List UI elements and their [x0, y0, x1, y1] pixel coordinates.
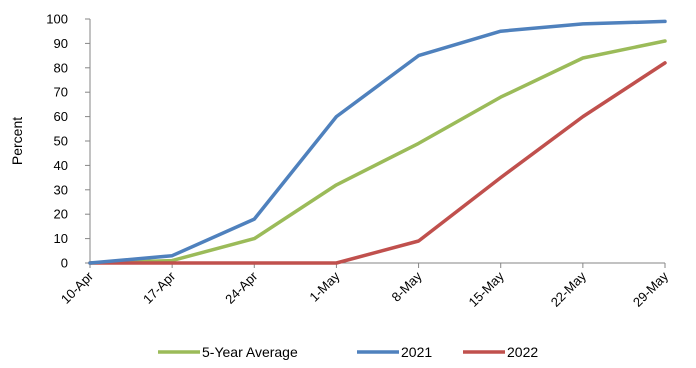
- legend-label: 5-Year Average: [202, 344, 298, 360]
- y-axis-ticks: 0 10 20 30 40 50 60 70 80 90 100: [46, 12, 90, 271]
- x-axis-ticks: 10-Apr 17-Apr 24-Apr 1-May 8-May 15-May 22-May…: [58, 263, 672, 310]
- series-line-3: [88, 61, 667, 265]
- series-line-2: [88, 19, 667, 265]
- x-tick-label: 22-May: [548, 268, 590, 310]
- x-tick-label: 8-May: [389, 268, 425, 304]
- y-tick-label: 100: [46, 12, 68, 27]
- y-tick-label: 30: [54, 182, 68, 197]
- x-tick-label: 10-Apr: [58, 268, 97, 307]
- y-tick-label: 20: [54, 207, 68, 222]
- y-tick-label: 80: [54, 60, 68, 75]
- legend: 5-Year Average 2021 2022: [158, 344, 538, 360]
- series-line-1: [88, 39, 667, 265]
- y-tick-label: 40: [54, 158, 68, 173]
- x-tick-label: 15-May: [466, 268, 508, 310]
- x-tick-label: 1-May: [306, 268, 342, 304]
- axes: [89, 19, 665, 264]
- y-tick-label: 10: [54, 231, 68, 246]
- y-axis-title: Percent: [9, 117, 25, 165]
- y-tick-label: 50: [54, 134, 68, 149]
- y-tick-label: 90: [54, 36, 68, 51]
- x-tick-label: 29-May: [630, 268, 672, 310]
- x-tick-label: 24-Apr: [222, 268, 261, 307]
- legend-label: 2022: [507, 344, 538, 360]
- y-tick-label: 60: [54, 109, 68, 124]
- legend-label: 2021: [401, 344, 432, 360]
- x-tick-label: 17-Apr: [140, 268, 179, 307]
- y-tick-label: 0: [61, 256, 68, 271]
- y-tick-label: 70: [54, 85, 68, 100]
- series-lines: [88, 19, 667, 265]
